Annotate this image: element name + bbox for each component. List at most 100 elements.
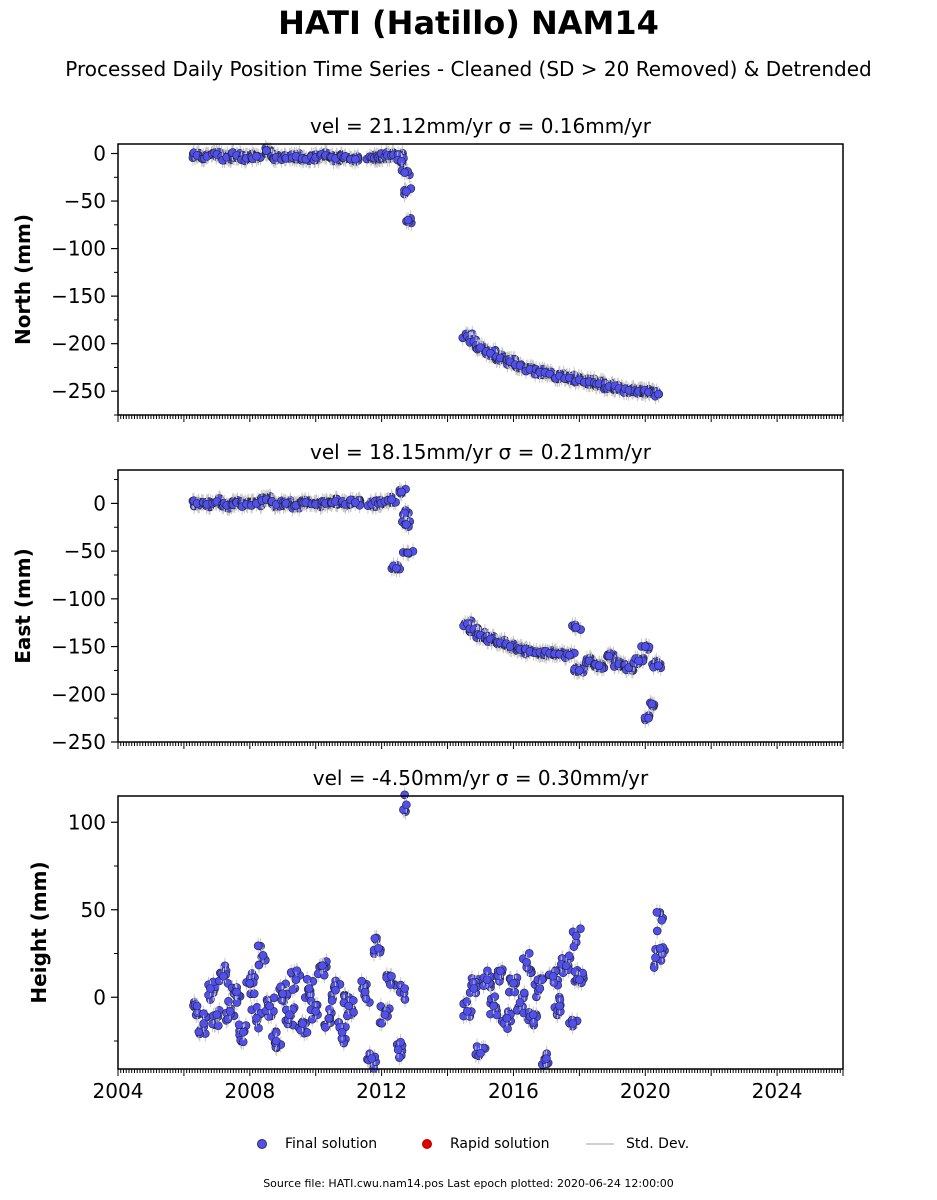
data-point <box>510 987 520 997</box>
legend-rapid-label: Rapid solution <box>450 1136 550 1152</box>
legend-std-label: Std. Dev. <box>626 1136 690 1152</box>
data-point <box>387 971 396 981</box>
data-point <box>400 790 409 800</box>
data-point <box>649 963 659 972</box>
data-point <box>331 985 340 995</box>
data-point <box>254 1023 263 1033</box>
figure-title: HATI (Hatillo) NAM14 <box>278 4 659 42</box>
final-solution-marker-icon <box>257 1139 267 1149</box>
y-tick-label: −250 <box>51 730 106 754</box>
data-point <box>654 389 663 399</box>
y-tick-label: 0 <box>93 142 106 166</box>
data-point <box>360 987 370 997</box>
plot-frame <box>117 469 844 743</box>
data-point <box>400 984 410 993</box>
legend-final-label: Final solution <box>285 1136 378 1152</box>
data-point <box>249 989 259 998</box>
data-point <box>402 187 411 196</box>
data-point <box>509 978 518 988</box>
data-point <box>234 1020 244 1030</box>
x-tick-label: 2008 <box>224 1079 275 1103</box>
data-point <box>291 975 301 985</box>
data-point <box>350 498 360 507</box>
data-point <box>192 1001 202 1011</box>
y-tick-label: −200 <box>51 682 106 706</box>
y-axis-label: North (mm) <box>11 214 35 345</box>
data-point <box>492 1010 502 1020</box>
data-point <box>495 966 505 976</box>
data-point <box>402 520 411 529</box>
std-dev-line-icon <box>586 1143 614 1145</box>
data-point <box>524 949 534 958</box>
data-point <box>252 1013 261 1023</box>
x-tick-label: 2012 <box>356 1079 407 1103</box>
data-point <box>463 1006 472 1016</box>
data-point <box>564 951 574 961</box>
legend-std: Std. Dev. <box>586 1136 689 1152</box>
y-tick-label: −100 <box>51 587 106 611</box>
data-point <box>224 996 233 1006</box>
data-point <box>357 976 366 986</box>
data-point <box>253 941 263 951</box>
data-point <box>387 495 396 504</box>
data-point <box>402 800 411 810</box>
panel-title: vel = 18.15mm/yr σ = 0.21mm/yr <box>310 440 652 464</box>
panel-title: vel = 21.12mm/yr σ = 0.16mm/yr <box>310 114 652 138</box>
data-point <box>542 1054 551 1063</box>
data-point <box>652 926 662 936</box>
data-point <box>482 975 492 985</box>
plot-frame <box>117 143 844 416</box>
data-point <box>298 1019 307 1028</box>
legend-final: Final solution <box>257 1136 377 1152</box>
data-point <box>469 984 479 993</box>
data-point <box>647 699 657 709</box>
data-point <box>571 623 581 632</box>
data-point <box>337 1027 347 1037</box>
data-point <box>350 154 360 164</box>
data-point <box>307 1014 317 1024</box>
data-point <box>380 1010 390 1020</box>
data-point <box>223 1014 233 1024</box>
data-point <box>522 957 531 967</box>
data-point <box>576 924 585 933</box>
data-point <box>261 146 271 155</box>
data-point <box>644 713 653 723</box>
data-point <box>519 988 529 998</box>
data-point <box>199 1019 208 1028</box>
data-point <box>565 650 574 660</box>
data-point <box>285 1010 294 1020</box>
data-point <box>271 1036 281 1046</box>
data-point <box>238 1027 248 1037</box>
y-axis-label: Height (mm) <box>27 861 51 1003</box>
data-point <box>374 943 383 953</box>
y-tick-label: 0 <box>93 491 106 515</box>
data-point <box>194 1027 204 1037</box>
data-point <box>655 943 665 953</box>
data-point <box>476 343 485 352</box>
data-point <box>304 984 314 993</box>
data-point <box>657 915 667 925</box>
data-point <box>561 961 571 971</box>
data-point <box>503 1024 512 1033</box>
y-tick-label: −150 <box>51 284 106 308</box>
y-tick-label: −50 <box>64 539 106 563</box>
data-point <box>278 989 288 999</box>
data-point <box>370 934 380 943</box>
rapid-solution-marker-icon <box>422 1139 432 1149</box>
data-point <box>377 1018 387 1028</box>
data-point <box>349 996 358 1005</box>
data-point <box>575 975 584 985</box>
y-tick-label: −150 <box>51 635 106 659</box>
data-point <box>569 942 579 951</box>
data-point <box>392 564 401 573</box>
data-point <box>654 661 663 670</box>
panel-title: vel = -4.50mm/yr σ = 0.30mm/yr <box>313 766 649 790</box>
y-tick-label: −100 <box>51 237 106 261</box>
data-point <box>219 971 228 981</box>
data-point <box>212 1010 222 1020</box>
y-tick-label: −250 <box>51 379 106 403</box>
data-point <box>321 1022 330 1032</box>
data-point <box>515 998 525 1007</box>
data-point <box>225 1006 235 1016</box>
